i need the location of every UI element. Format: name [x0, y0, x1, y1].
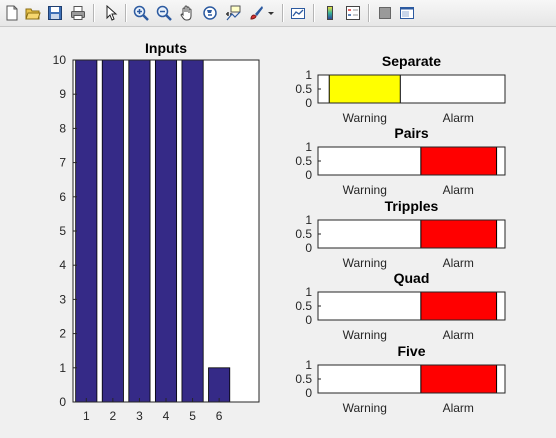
toolbar-separator [282, 4, 284, 22]
indicator-bar [328, 74, 401, 104]
indicator-bar [420, 364, 498, 394]
x-tick-label: Alarm [443, 111, 474, 125]
y-tick-label: 8 [59, 121, 66, 135]
bar [208, 367, 231, 403]
inputs-bar-chart: Inputs 0 1 2 3 4 5 6 7 8 9 10 1 2 3 4 5 6 [53, 40, 260, 423]
indicator-bar [420, 219, 498, 249]
x-tick-label: 4 [163, 409, 170, 423]
y-tick-label: 2 [59, 327, 66, 341]
bar [101, 59, 124, 403]
indicator-pairs: Pairs 10.50 Warning Alarm [295, 125, 506, 197]
y-tick-label: 1 [305, 213, 312, 227]
y-tick-label: 4 [59, 258, 66, 272]
indicator-title: Pairs [394, 125, 428, 141]
y-tick-label: 0.5 [295, 227, 312, 241]
indicator-border [317, 291, 506, 321]
bar [181, 59, 204, 403]
x-tick-label: Alarm [443, 256, 474, 270]
y-tick-label: 0 [305, 96, 312, 110]
indicator-bar [420, 146, 498, 176]
indicator-border [317, 219, 506, 249]
show-plot-tools-icon[interactable] [397, 3, 417, 23]
y-tick-label: 5 [59, 224, 66, 238]
indicator-tripples: Tripples 10.50 Warning Alarm [295, 198, 506, 270]
y-tick-label: 0 [305, 313, 312, 327]
y-tick-label: 0.5 [295, 372, 312, 386]
data-cursor-icon[interactable] [223, 3, 243, 23]
pan-hand-icon[interactable] [177, 3, 197, 23]
x-tick-label: Warning [343, 401, 387, 415]
zoom-in-icon[interactable] [131, 3, 151, 23]
y-tick-label: 0.5 [295, 82, 312, 96]
y-tick-label: 0 [305, 241, 312, 255]
brush-icon[interactable] [246, 3, 266, 23]
y-tick-label: 1 [305, 140, 312, 154]
y-tick-label: 1 [305, 358, 312, 372]
indicator-five: Five 10.50 Warning Alarm [295, 343, 506, 415]
y-tick-label: 3 [59, 292, 66, 306]
insert-colorbar-icon[interactable] [320, 3, 340, 23]
x-tick-label: 6 [216, 409, 223, 423]
open-file-icon[interactable] [23, 3, 43, 23]
x-tick-label: Alarm [443, 183, 474, 197]
x-tick-label: 1 [83, 409, 90, 423]
y-tick-label: 1 [305, 285, 312, 299]
indicator-title: Five [397, 343, 425, 359]
y-tick-label: 0 [305, 386, 312, 400]
indicator-separate: Separate 10.50 Warning Alarm [295, 53, 506, 125]
chart-title: Inputs [145, 40, 187, 56]
toolbar-separator [93, 4, 95, 22]
y-tick-label: 7 [59, 156, 66, 170]
y-tick-label: 10 [53, 53, 67, 67]
y-tick-label: 0.5 [295, 154, 312, 168]
y-tick-label: 1 [305, 68, 312, 82]
indicator-bar [420, 291, 498, 321]
x-tick-label: 5 [189, 409, 196, 423]
y-tick-label: 0.5 [295, 299, 312, 313]
x-tick-label: Alarm [443, 328, 474, 342]
x-tick-label: Warning [343, 111, 387, 125]
bar [154, 59, 178, 403]
y-tick-label: 9 [59, 87, 66, 101]
bar [128, 59, 151, 403]
x-tick-label: 2 [110, 409, 117, 423]
toolbar-separator [313, 4, 315, 22]
insert-legend-icon[interactable] [343, 3, 363, 23]
toolbar-separator [368, 4, 370, 22]
zoom-out-icon[interactable] [154, 3, 174, 23]
bar [75, 59, 98, 403]
y-tick-label: 1 [59, 361, 66, 375]
hide-plot-tools-icon[interactable] [375, 3, 395, 23]
brush-dropdown-icon[interactable] [266, 3, 276, 23]
indicator-border [317, 146, 506, 176]
indicator-border [317, 364, 506, 394]
edit-plot-arrow-icon[interactable] [101, 3, 121, 23]
toolbar-separator [125, 4, 127, 22]
y-tick-label: 0 [59, 395, 66, 409]
plot-area-border [72, 59, 260, 403]
link-plot-icon[interactable] [288, 3, 308, 23]
indicator-title: Quad [394, 270, 430, 286]
x-tick-label: 3 [136, 409, 143, 423]
x-tick-label: Warning [343, 328, 387, 342]
y-tick-label: 0 [305, 168, 312, 182]
new-figure-icon[interactable] [2, 3, 22, 23]
print-figure-icon[interactable] [68, 3, 88, 23]
rotate-3d-icon[interactable] [200, 3, 220, 23]
x-tick-label: Warning [343, 183, 387, 197]
figure-toolbar [0, 0, 556, 27]
indicator-title: Separate [382, 53, 441, 69]
x-tick-label: Alarm [443, 401, 474, 415]
y-tick-label: 6 [59, 190, 66, 204]
indicator-quad: Quad 10.50 Warning Alarm [295, 270, 506, 342]
indicator-title: Tripples [385, 198, 439, 214]
x-tick-label: Warning [343, 256, 387, 270]
indicator-border [317, 74, 506, 104]
save-figure-icon[interactable] [45, 3, 65, 23]
